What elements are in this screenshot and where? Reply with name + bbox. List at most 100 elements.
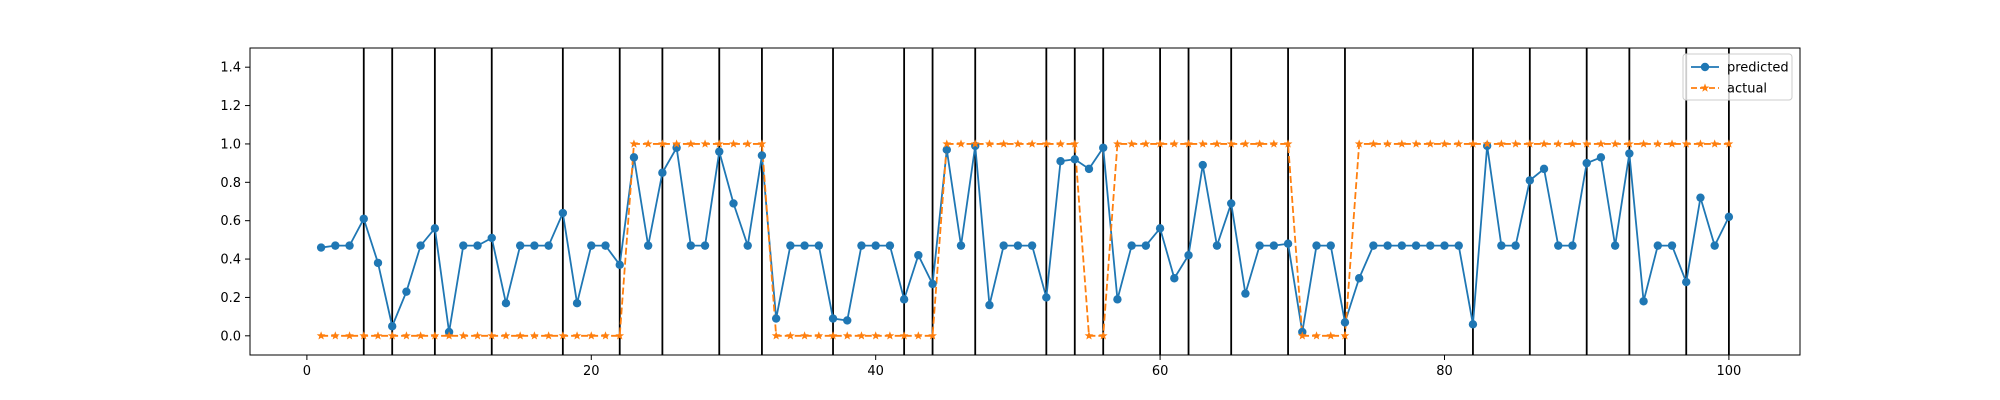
data-point-actual: [430, 331, 440, 340]
data-point-predicted: [1582, 158, 1591, 168]
data-point-predicted: [743, 241, 752, 250]
data-point-predicted: [1056, 157, 1065, 166]
data-point-predicted: [430, 224, 440, 233]
data-point-actual: [1354, 139, 1364, 148]
data-point-actual: [345, 331, 354, 340]
legend-label-predicted: predicted: [1727, 61, 1789, 76]
data-point-actual: [1440, 139, 1449, 148]
data-point-predicted: [1354, 274, 1364, 283]
data-point-predicted: [1539, 164, 1549, 174]
data-point-predicted: [1511, 241, 1520, 250]
data-point-predicted: [487, 233, 496, 243]
y-tick-label: 0.8: [220, 176, 241, 191]
data-point-actual: [1511, 139, 1520, 148]
data-point-actual: [842, 331, 852, 340]
data-point-actual: [1710, 139, 1720, 148]
data-point-predicted: [530, 241, 539, 250]
data-point-predicted: [1639, 297, 1648, 306]
data-point-actual: [970, 139, 980, 148]
data-point-actual: [643, 139, 653, 148]
data-point-predicted: [1610, 241, 1620, 250]
data-point-predicted: [1070, 155, 1079, 164]
data-point-predicted: [1226, 199, 1236, 208]
data-point-predicted: [1653, 241, 1662, 250]
data-point-actual: [1084, 331, 1094, 340]
x-tick-label: 40: [867, 364, 884, 379]
data-point-predicted: [601, 241, 610, 250]
data-point-predicted: [1127, 241, 1136, 250]
data-point-predicted: [1113, 295, 1122, 304]
data-point-actual: [1340, 331, 1350, 340]
data-point-predicted: [1255, 241, 1264, 250]
data-point-predicted: [1724, 212, 1734, 222]
data-point-actual: [985, 139, 994, 148]
data-point-predicted: [686, 241, 696, 250]
data-point-predicted: [1326, 241, 1335, 250]
data-point-predicted: [956, 241, 966, 250]
data-point-predicted: [771, 314, 781, 323]
data-point-actual: [1255, 139, 1265, 148]
data-point-predicted: [786, 241, 795, 250]
data-point-predicted: [700, 241, 710, 250]
data-point-actual: [1596, 139, 1606, 148]
legend-marker-predicted: [1700, 62, 1710, 72]
data-point-predicted: [1411, 241, 1421, 250]
data-point-actual: [444, 331, 454, 340]
data-point-actual: [942, 139, 952, 148]
data-point-actual: [871, 331, 881, 340]
data-point-predicted: [615, 260, 624, 270]
data-point-actual: [458, 331, 468, 340]
data-point-predicted: [1099, 143, 1108, 152]
legend: predicted actual: [1682, 53, 1793, 101]
data-point-predicted: [899, 295, 909, 304]
data-point-predicted: [1312, 241, 1321, 250]
data-point-actual: [1610, 139, 1620, 148]
data-point-actual: [1312, 331, 1321, 340]
data-point-predicted: [857, 241, 866, 250]
data-point-actual: [1525, 139, 1535, 148]
data-point-actual: [1482, 139, 1492, 148]
y-tick-label: 0.0: [220, 329, 241, 344]
data-point-actual: [1155, 139, 1165, 148]
data-point-actual: [316, 331, 326, 340]
axes-frame: [249, 47, 1801, 356]
data-point-actual: [686, 139, 696, 148]
data-point-actual: [572, 331, 582, 340]
data-point-actual: [1070, 139, 1080, 148]
data-point-actual: [800, 331, 809, 340]
data-point-actual: [857, 331, 866, 340]
data-point-predicted: [1141, 241, 1151, 250]
data-point-predicted: [473, 241, 482, 250]
data-point-actual: [1639, 139, 1648, 148]
data-point-predicted: [1042, 293, 1051, 302]
data-point-predicted: [729, 199, 738, 208]
data-point-predicted: [1170, 274, 1179, 283]
data-point-predicted: [928, 279, 937, 289]
data-point-predicted: [1625, 149, 1634, 158]
data-point-predicted: [1568, 241, 1577, 250]
data-point-actual: [1425, 139, 1435, 148]
data-point-predicted: [544, 241, 553, 250]
data-point-actual: [658, 139, 667, 148]
data-point-actual: [1454, 139, 1464, 148]
data-point-actual: [1553, 139, 1563, 148]
data-point-predicted: [757, 151, 767, 160]
data-point-actual: [757, 139, 767, 148]
data-point-predicted: [1013, 241, 1023, 250]
data-point-actual: [330, 331, 340, 340]
data-point-predicted: [459, 241, 468, 250]
data-point-actual: [1226, 139, 1236, 148]
data-point-predicted: [814, 241, 824, 250]
data-point-actual: [1198, 139, 1208, 148]
data-point-actual: [1141, 139, 1151, 148]
data-point-predicted: [985, 300, 994, 310]
data-point-predicted: [1027, 241, 1037, 250]
data-point-predicted: [572, 298, 582, 308]
data-point-predicted: [1241, 289, 1250, 298]
data-point-actual: [899, 331, 909, 340]
data-point-actual: [615, 331, 625, 340]
data-point-predicted: [316, 243, 326, 252]
data-point-actual: [1297, 331, 1307, 340]
data-point-predicted: [388, 322, 397, 331]
